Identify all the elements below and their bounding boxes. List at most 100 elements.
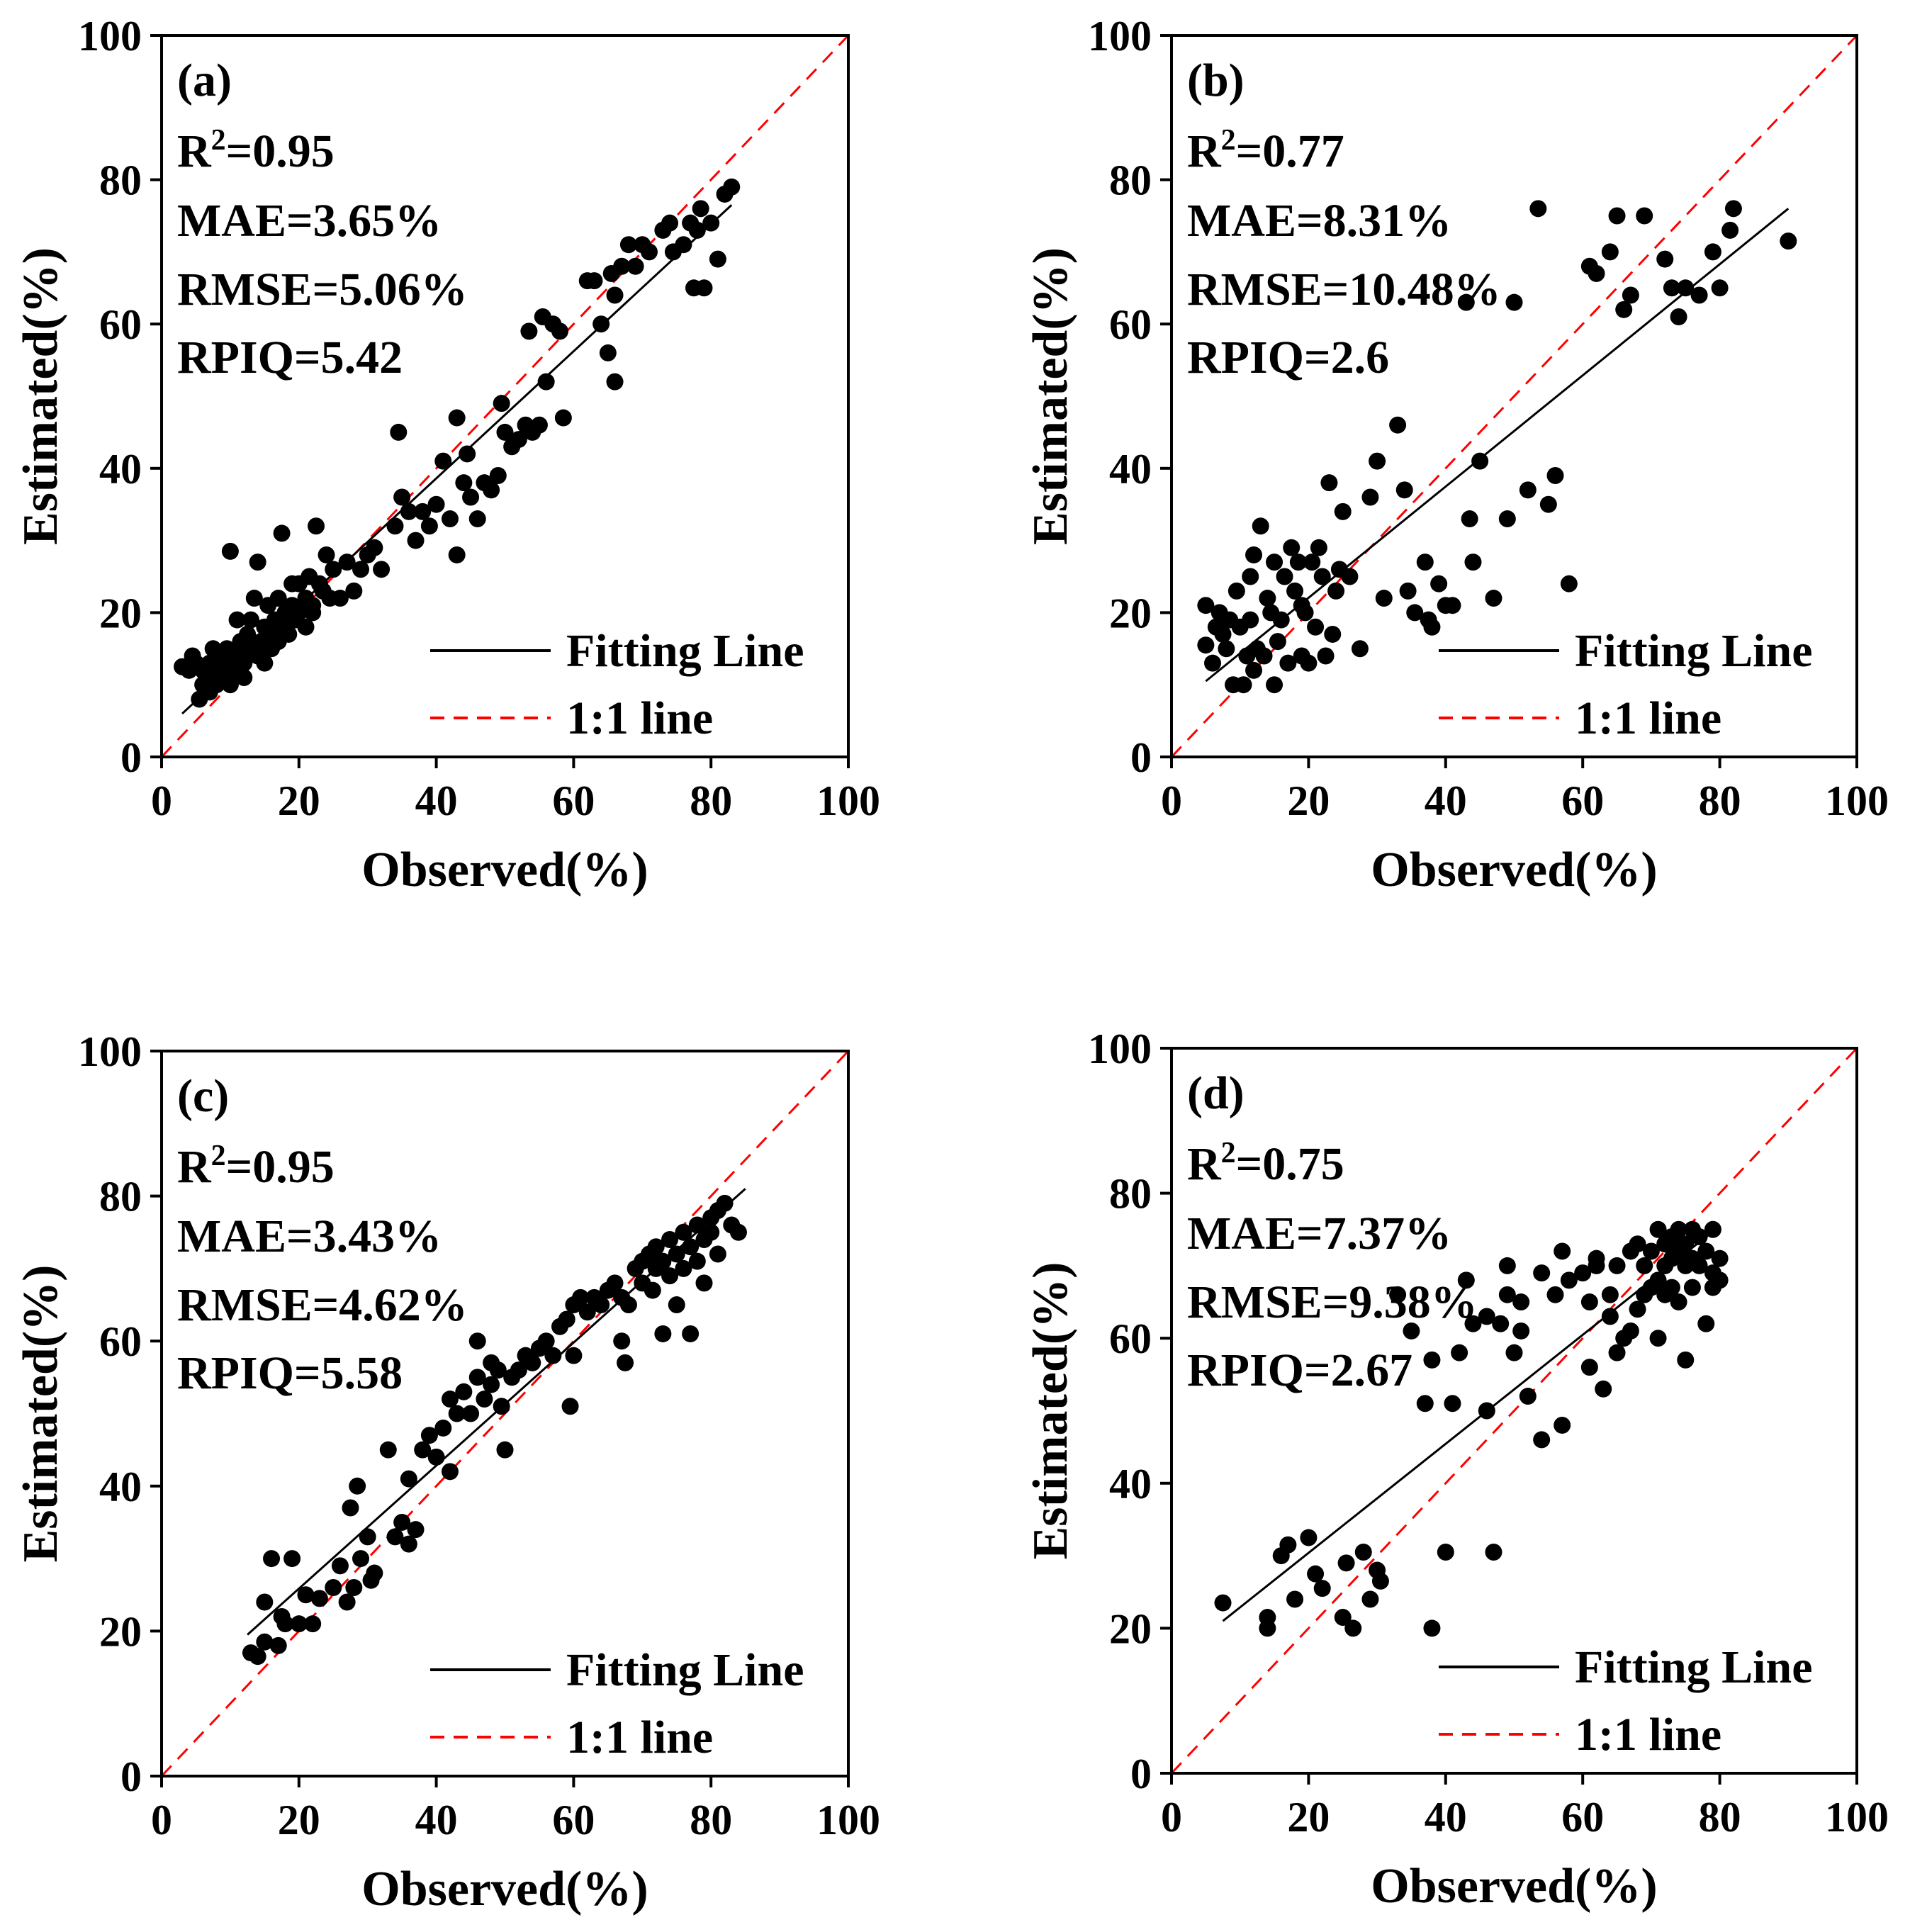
data-point bbox=[1649, 1220, 1667, 1238]
x-tick-label: 20 bbox=[1287, 777, 1330, 824]
data-point bbox=[1337, 1554, 1355, 1572]
panel-label: (b) bbox=[1187, 55, 1245, 106]
data-point bbox=[427, 495, 445, 513]
data-point bbox=[1197, 597, 1215, 614]
data-point bbox=[448, 1405, 466, 1422]
data-point bbox=[692, 200, 709, 218]
data-point bbox=[1430, 575, 1448, 592]
y-axis-label: Estimated(%) bbox=[1023, 1262, 1078, 1560]
data-point bbox=[1351, 640, 1369, 658]
data-point bbox=[1588, 264, 1605, 282]
data-point bbox=[661, 214, 679, 232]
data-point bbox=[235, 669, 253, 687]
data-point bbox=[1279, 1536, 1297, 1554]
data-point bbox=[675, 236, 692, 254]
data-point bbox=[558, 1310, 575, 1328]
x-tick-label: 60 bbox=[552, 1797, 595, 1843]
r2-prefix: R bbox=[1187, 125, 1222, 177]
y-tick-label: 100 bbox=[78, 13, 142, 60]
x-axis-label: Observed(%) bbox=[361, 843, 648, 897]
data-point bbox=[1341, 568, 1359, 585]
legend-one-to-one-label: 1:1 line bbox=[566, 692, 713, 744]
data-point bbox=[468, 1332, 486, 1350]
data-point bbox=[290, 1615, 308, 1633]
data-point bbox=[308, 517, 325, 535]
data-point bbox=[1629, 1301, 1646, 1318]
data-point bbox=[1670, 1220, 1687, 1238]
data-point bbox=[1389, 416, 1407, 434]
data-point bbox=[619, 1296, 637, 1314]
scatter-panel: 0 20 40 60 80 100 0 20 40 60 80 100 Observed(%) Estim… bbox=[1023, 1026, 1889, 1914]
data-point bbox=[1464, 1315, 1482, 1332]
data-point bbox=[489, 1361, 507, 1379]
data-point bbox=[682, 1325, 700, 1342]
data-point bbox=[1204, 654, 1222, 672]
data-point bbox=[1252, 517, 1269, 535]
data-point bbox=[565, 1347, 583, 1364]
y-tick-label: 20 bbox=[99, 1608, 142, 1655]
y-tick-label: 80 bbox=[99, 1174, 142, 1220]
r2-superscript: 2 bbox=[1221, 124, 1236, 157]
data-point bbox=[1423, 1351, 1441, 1369]
data-point bbox=[1307, 618, 1325, 636]
data-point bbox=[1283, 539, 1301, 556]
data-point bbox=[1313, 568, 1331, 585]
data-point bbox=[654, 1325, 672, 1342]
data-point bbox=[1505, 1344, 1523, 1361]
data-point bbox=[407, 532, 425, 549]
plot-frame bbox=[160, 1050, 850, 1777]
data-point bbox=[1485, 590, 1502, 607]
data-point bbox=[1361, 1590, 1379, 1608]
data-point bbox=[1677, 1235, 1695, 1253]
data-point bbox=[1601, 1286, 1619, 1303]
mae-stat: MAE=3.65% bbox=[177, 195, 442, 247]
data-point bbox=[263, 1550, 281, 1568]
data-point bbox=[688, 1216, 706, 1234]
y-tick-label: 40 bbox=[99, 1464, 142, 1510]
scatter-panel: 0 20 40 60 80 100 0 20 40 60 80 100 Observed(%) Estim… bbox=[13, 13, 880, 897]
legend-one-to-one-label: 1:1 line bbox=[1575, 1709, 1721, 1760]
y-tick-label: 60 bbox=[99, 301, 142, 348]
data-point bbox=[1711, 1249, 1729, 1267]
data-point bbox=[554, 409, 572, 427]
data-point bbox=[338, 1593, 356, 1611]
data-point bbox=[702, 1223, 720, 1241]
data-point bbox=[1395, 481, 1413, 499]
data-point bbox=[1276, 568, 1293, 585]
mae-stat: MAE=3.43% bbox=[177, 1211, 442, 1262]
scatter-panel: 0 20 40 60 80 100 0 20 40 60 80 100 Observed(%) Estim… bbox=[1023, 13, 1889, 897]
data-point bbox=[524, 1354, 541, 1371]
data-point bbox=[1595, 1380, 1612, 1398]
data-point bbox=[716, 1194, 734, 1212]
rpiq-stat: RPIQ=5.42 bbox=[177, 332, 403, 383]
data-point bbox=[434, 452, 452, 470]
x-tick-label: 80 bbox=[1699, 1794, 1741, 1841]
data-point bbox=[249, 554, 266, 571]
r2-value: =0.95 bbox=[226, 1141, 335, 1193]
legend-fit-label: Fitting Line bbox=[566, 1644, 804, 1696]
data-point bbox=[345, 1579, 363, 1597]
data-point bbox=[1478, 1402, 1495, 1420]
x-tick-label: 0 bbox=[1161, 1794, 1182, 1841]
data-point bbox=[1317, 647, 1335, 665]
data-point bbox=[1464, 554, 1482, 571]
data-point bbox=[1629, 1235, 1646, 1253]
y-tick-label: 0 bbox=[120, 1753, 142, 1800]
data-point bbox=[1690, 286, 1708, 304]
x-tick-label: 60 bbox=[552, 777, 595, 824]
data-point bbox=[520, 322, 538, 340]
data-point bbox=[682, 1238, 700, 1256]
data-point bbox=[1656, 250, 1674, 268]
x-tick-label: 100 bbox=[1825, 1794, 1889, 1841]
data-point bbox=[1498, 1257, 1516, 1274]
data-point bbox=[1677, 1351, 1695, 1369]
data-point bbox=[1279, 654, 1297, 672]
plot-frame bbox=[160, 34, 850, 758]
data-point bbox=[342, 1499, 359, 1517]
mae-stat: MAE=8.31% bbox=[1187, 195, 1451, 247]
data-point bbox=[489, 466, 507, 484]
data-point bbox=[304, 604, 322, 622]
data-point bbox=[1519, 481, 1537, 499]
data-point bbox=[366, 1564, 383, 1582]
data-point bbox=[1269, 633, 1286, 651]
